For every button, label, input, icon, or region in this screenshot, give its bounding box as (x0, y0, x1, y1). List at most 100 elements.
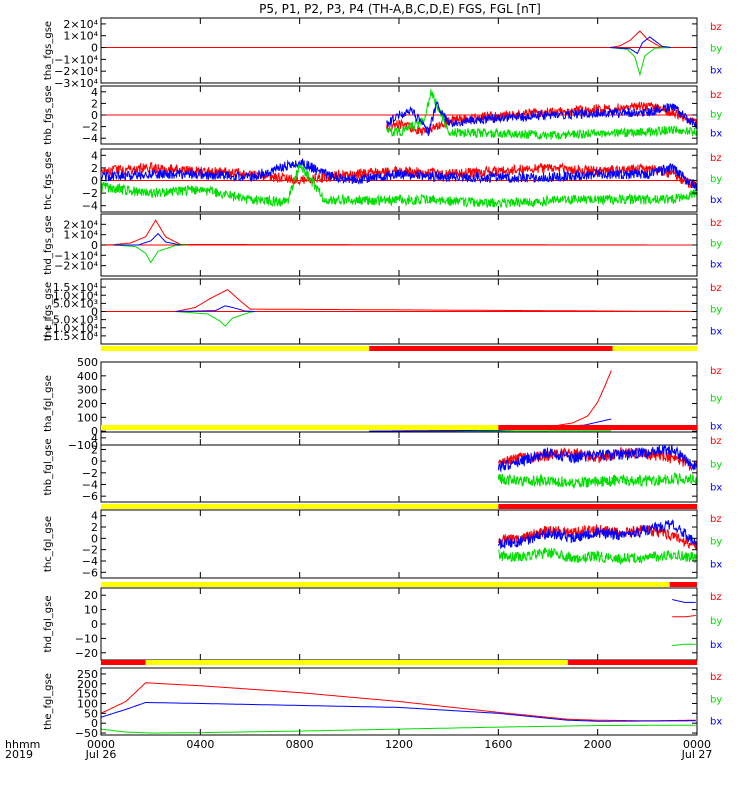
series-by-line (101, 164, 697, 208)
x-tick-sublabel: Jul 27 (681, 748, 713, 761)
y-tick-label: −2 (82, 467, 98, 480)
legend-bz: bz (710, 90, 722, 101)
series-bz-line (369, 370, 612, 432)
y-tick-label: 1×10⁴ (63, 30, 98, 43)
y-axis-label: tha_fgl_gse (43, 375, 54, 432)
y-tick-label: 2×10⁴ (63, 18, 98, 31)
legend-by: by (710, 694, 722, 705)
y-tick-label: 5.0×10³ (53, 297, 98, 310)
series-bx-line (386, 100, 697, 137)
panel-thc_fgl_gse: 420−2−4−6 thc_fgl_gse bz by bx (43, 504, 722, 579)
mode-bar-segment (101, 582, 670, 587)
y-tick-label: 1.5×10⁴ (53, 281, 99, 294)
legend-bx: bx (710, 129, 722, 140)
y-tick-label: 0 (91, 717, 98, 730)
y-axis-label: thb_fgl_gse (43, 439, 54, 496)
legend-bz: bz (710, 153, 722, 164)
y-tick-label: 4 (91, 86, 98, 99)
y-tick-label: 150 (77, 688, 98, 701)
x-tick-label: 0800 (286, 738, 314, 751)
y-tick-label: 0 (91, 42, 98, 55)
legend-by: by (710, 239, 722, 250)
y-tick-label: 200 (77, 398, 98, 411)
y-tick-label: 10 (84, 604, 98, 617)
y-axis-label: thd_fgl_gse (43, 596, 54, 653)
y-tick-label: 100 (77, 697, 98, 710)
x-axis-row1-label: hhmm (5, 738, 40, 751)
x-axis-row2-label: 2019 (5, 748, 33, 761)
legend-bx: bx (710, 483, 722, 494)
plot-title: P5, P1, P2, P3, P4 (TH-A,B,C,D,E) FGS, F… (259, 2, 541, 16)
y-tick-label: −1.0×10⁴ (44, 322, 99, 335)
y-tick-label: 0 (91, 618, 98, 631)
x-tick-label: 1600 (484, 738, 512, 751)
mode-bar-segment (498, 425, 697, 430)
y-tick-label: 50 (84, 707, 98, 720)
y-tick-label: 0 (91, 306, 98, 319)
legend-by: by (710, 459, 722, 470)
y-tick-label: −10 (75, 632, 98, 645)
x-tick-label: 0000 (87, 738, 115, 751)
series-by-line (175, 311, 256, 327)
x-tick-label: 0000 (683, 738, 711, 751)
y-tick-label: 0 (91, 425, 98, 438)
y-tick-label: −2 (82, 544, 98, 557)
y-tick-label: 2×10⁴ (63, 218, 98, 231)
x-tick-label: 1200 (385, 738, 413, 751)
legend-by: by (710, 305, 722, 316)
series-bz-line (101, 30, 671, 48)
y-tick-label: −6 (82, 490, 98, 503)
y-axis-label: tha_fgs_gse (43, 21, 54, 80)
legend-bz: bz (710, 366, 722, 377)
panel-tha_fgs_gse: 2×10⁴1×10⁴0−1×10⁴−2×10⁴−3×10⁴tha_fgs_gse… (43, 17, 722, 90)
legend-bx: bx (710, 195, 722, 206)
panel-frame (100, 587, 698, 661)
legend-bx: bx (710, 559, 722, 570)
series-bz-line (101, 682, 696, 722)
legend-bx: bx (710, 717, 722, 728)
y-tick-label: −100 (68, 439, 98, 452)
y-tick-label: 0 (91, 455, 98, 468)
y-axis-label: thc_fgl_gse (43, 516, 54, 572)
legend-bz: bz (710, 436, 722, 447)
panels: 2×10⁴1×10⁴0−1×10⁴−2×10⁴−3×10⁴tha_fgs_gse… (43, 17, 722, 740)
series-bz-line (497, 445, 697, 472)
y-tick-label: 0 (91, 109, 98, 122)
panel-thb_fgs_gse: 420−2−4 thb_fgs_gse bz by bx (43, 85, 722, 145)
y-tick-label: 1.0×10⁴ (53, 289, 99, 302)
legend-bz: bz (710, 672, 722, 683)
y-tick-label: 1×10⁴ (63, 229, 98, 242)
y-tick-label: −2×10⁴ (54, 260, 98, 273)
legend-bx: bx (710, 65, 722, 76)
mode-bar-segment (567, 660, 697, 665)
series-bx-line (101, 702, 696, 722)
series-by-line (672, 643, 696, 647)
y-tick-label: 100 (77, 411, 98, 424)
y-tick-label: −1×10⁴ (54, 249, 98, 262)
mode-bar-segment (612, 346, 697, 351)
y-tick-label: 2 (91, 97, 98, 110)
panel-the_fgs_gse: 1.5×10⁴1.0×10⁴5.0×10³0−5.0×10³−1.0×10⁴−1… (43, 278, 722, 345)
y-tick-label: −2 (82, 121, 98, 134)
y-tick-label: −4 (82, 555, 98, 568)
y-tick-label: −4 (82, 479, 98, 492)
series-bx-line (497, 519, 697, 550)
series-bz-line (672, 615, 696, 618)
y-tick-label: −20 (75, 647, 98, 660)
series-bz-line (101, 289, 696, 312)
series-by-line (101, 724, 696, 734)
legend-bx: bx (710, 259, 722, 270)
panel-frame (100, 17, 698, 84)
legend-bx: bx (710, 640, 722, 651)
y-tick-label: −2 (82, 187, 98, 200)
legend-bx: bx (710, 421, 722, 432)
mode-bar-segment (498, 504, 697, 509)
legend-by: by (710, 109, 722, 120)
mode-bar-segment (145, 660, 568, 665)
legend-by: by (710, 174, 722, 185)
